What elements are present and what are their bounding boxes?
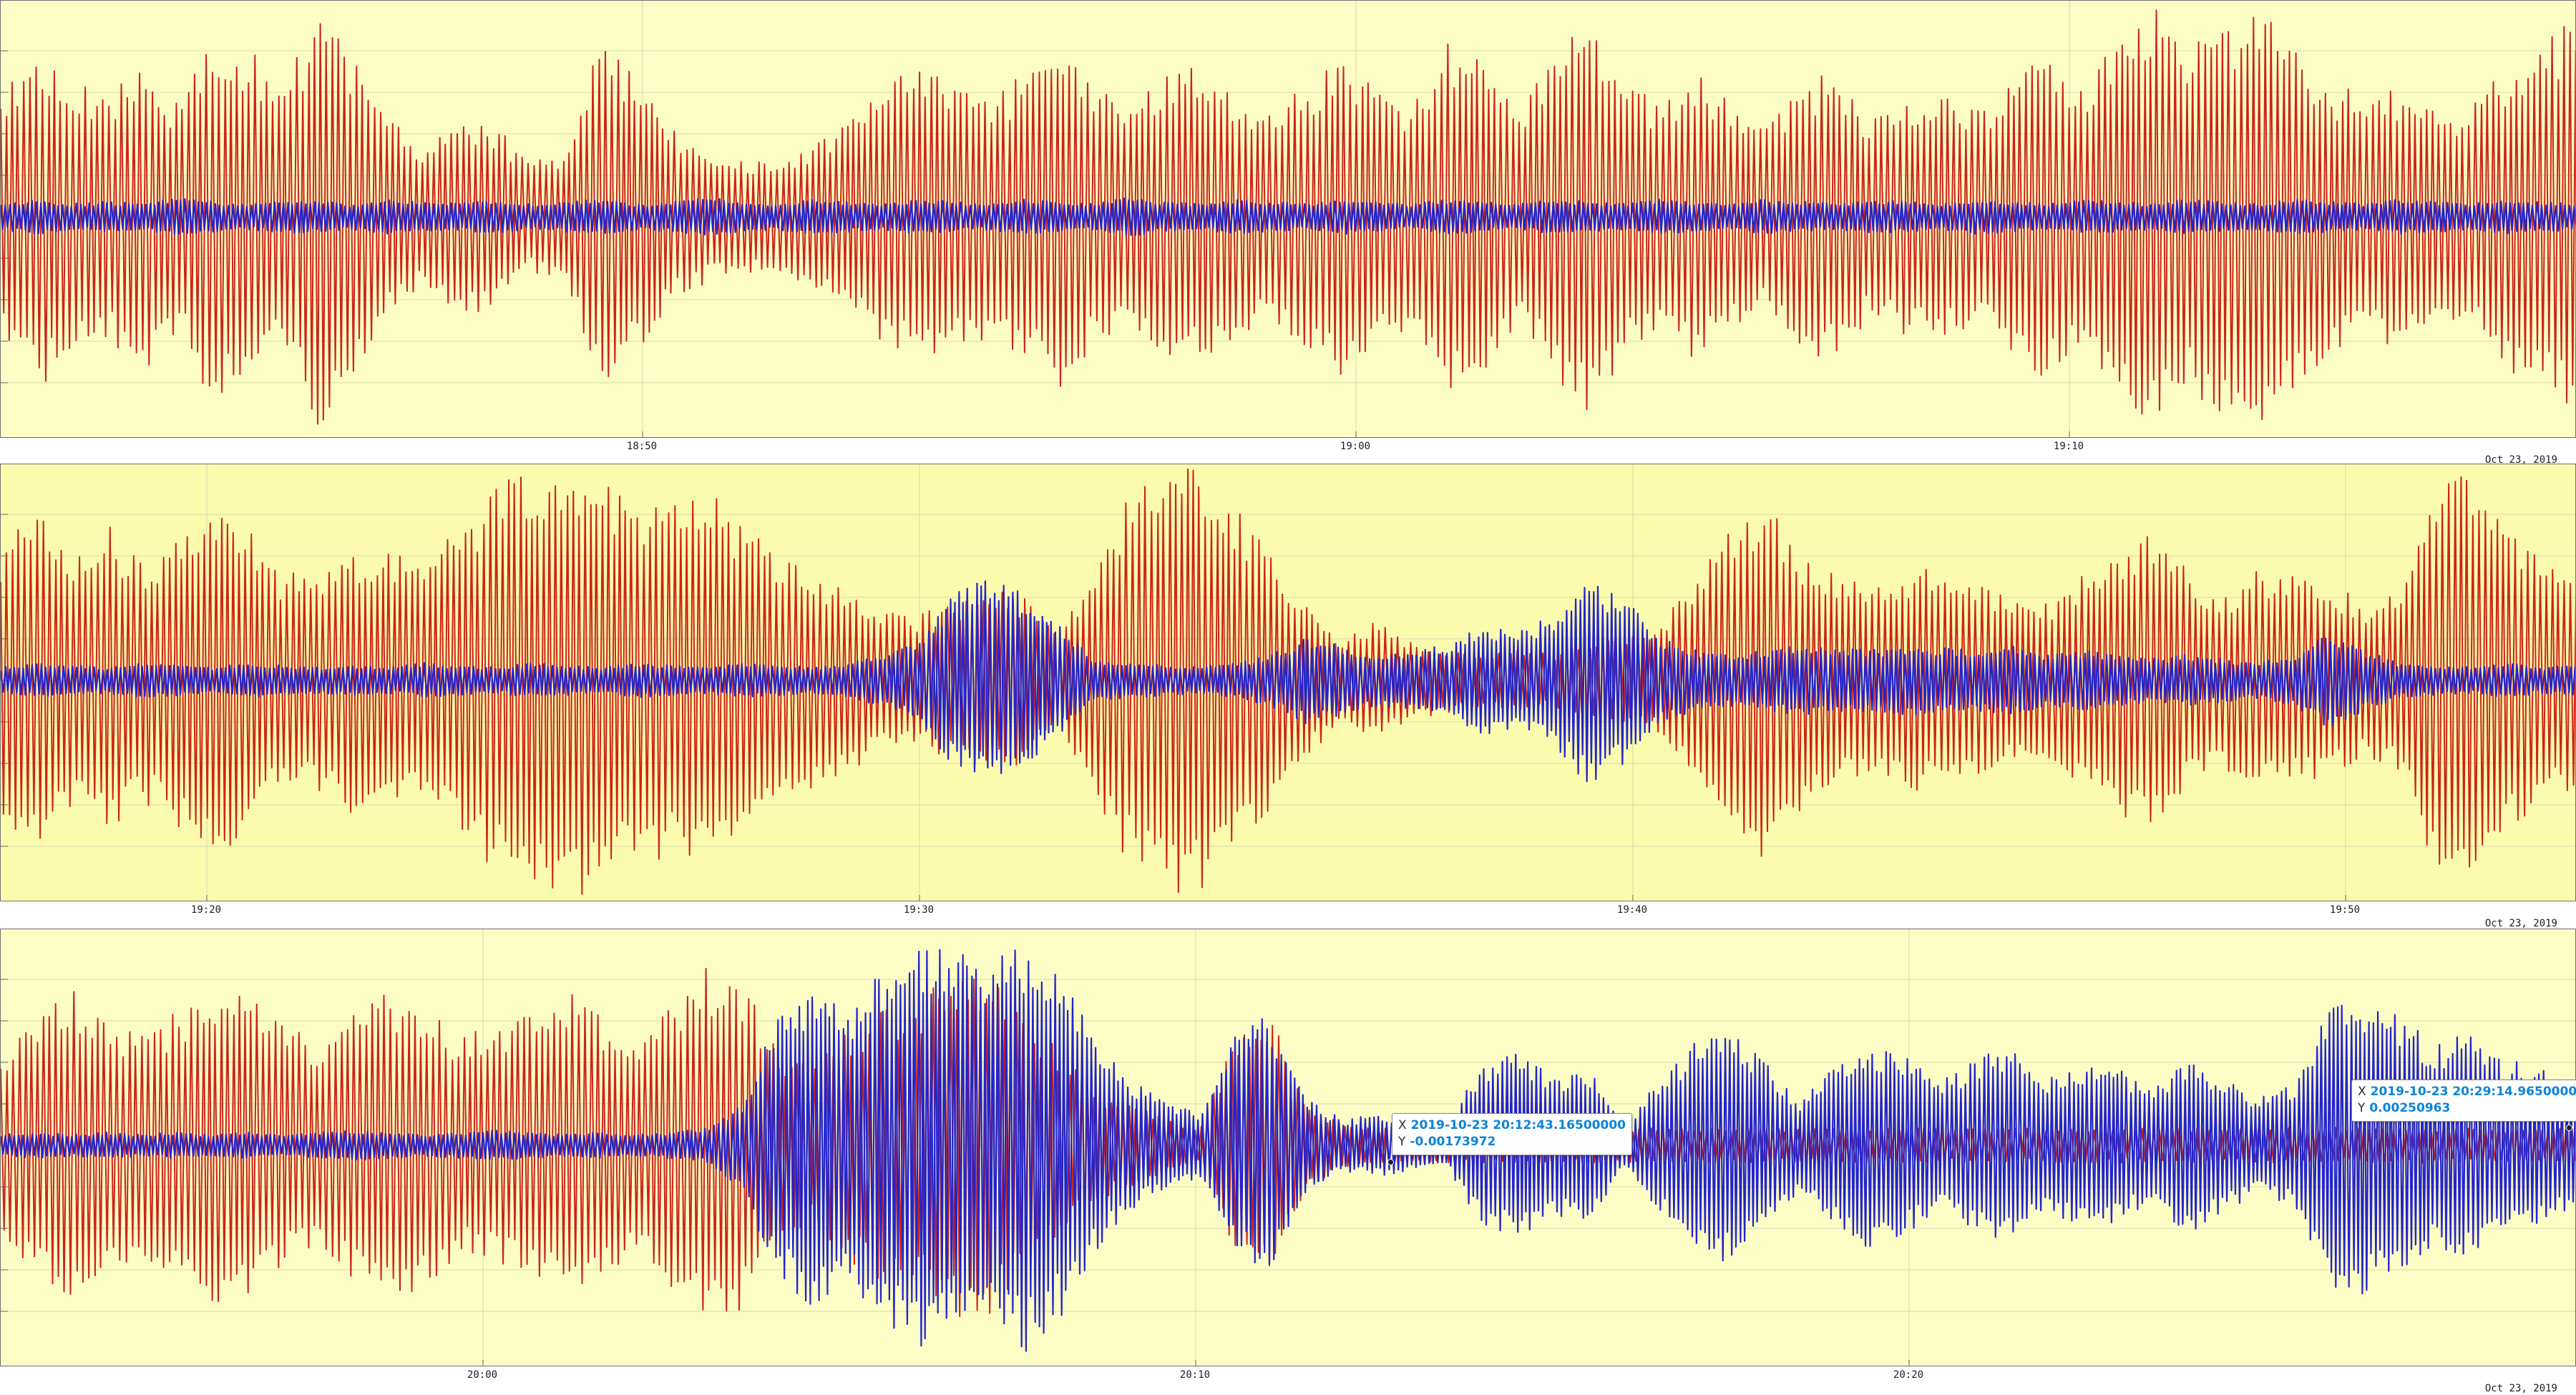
datatip-marker[interactable] <box>2566 1125 2572 1131</box>
datatip-y-value: 0.00250963 <box>2369 1101 2451 1115</box>
datatip-y-key: Y <box>2358 1101 2366 1115</box>
datatip-2[interactable]: X 2019-10-23 20:29:14.96500000 Y 0.0025096… <box>2351 1080 2576 1122</box>
series-line-blue <box>1 949 2575 1352</box>
datatip-x-row: X 2019-10-23 20:29:14.96500000 <box>2358 1084 2576 1100</box>
x-tick-label: 20:10 <box>1179 1369 1211 1381</box>
plot-area-2[interactable] <box>0 464 2576 901</box>
x-tick-label: 19:20 <box>190 904 222 916</box>
datatip-y-value: -0.00173972 <box>1410 1135 1496 1149</box>
x-tick-label: 20:20 <box>1893 1369 1924 1381</box>
plot-area-1[interactable] <box>0 0 2576 438</box>
x-tick-label: 19:10 <box>2053 441 2084 452</box>
datatip-x-key: X <box>2358 1085 2366 1099</box>
x-tick-label: 19:40 <box>1616 904 1648 916</box>
datatip-1[interactable]: X 2019-10-23 20:12:43.16500000 Y -0.001739… <box>1392 1113 1632 1155</box>
x-tick-label: 19:30 <box>903 904 935 916</box>
date-label: Oct 23, 2019 <box>2484 918 2557 929</box>
date-label: Oct 23, 2019 <box>2484 1383 2557 1394</box>
x-axis-2: 19:20 19:30 19:40 19:50 Oct 23, 2019 <box>0 901 2576 930</box>
datatip-marker[interactable] <box>1387 1159 1394 1165</box>
x-tick-label: 18:50 <box>626 441 658 452</box>
plot-area-3[interactable] <box>0 929 2576 1366</box>
datatip-y-key: Y <box>1398 1135 1406 1149</box>
x-axis-3: 20:00 20:10 20:20 Oct 23, 2019 <box>0 1366 2576 1395</box>
x-tick-label: 20:00 <box>467 1369 498 1381</box>
date-label: Oct 23, 2019 <box>2484 454 2557 466</box>
x-axis-1: 18:50 19:00 19:10 Oct 23, 2019 <box>0 438 2576 466</box>
datatip-x-value: 2019-10-23 20:29:14.96500000 <box>2370 1085 2576 1099</box>
datatip-x-row: X 2019-10-23 20:12:43.16500000 <box>1398 1117 1626 1134</box>
datatip-x-key: X <box>1398 1118 1407 1132</box>
series-line-blue <box>1 197 2575 236</box>
x-tick-label: 19:00 <box>1340 441 1371 452</box>
series-line-red <box>1 9 2575 425</box>
waveform-svg-3 <box>1 929 2575 1366</box>
datatip-x-value: 2019-10-23 20:12:43.16500000 <box>1410 1118 1626 1132</box>
waveform-svg-2 <box>1 464 2575 901</box>
x-tick-label: 19:50 <box>2329 904 2361 916</box>
datatip-y-row: Y -0.00173972 <box>1398 1134 1626 1150</box>
series-line-blue <box>1 580 2575 783</box>
waveform-svg-1 <box>1 1 2575 437</box>
datatip-y-row: Y 0.00250963 <box>2358 1100 2576 1117</box>
series-line-red <box>1 468 2575 895</box>
